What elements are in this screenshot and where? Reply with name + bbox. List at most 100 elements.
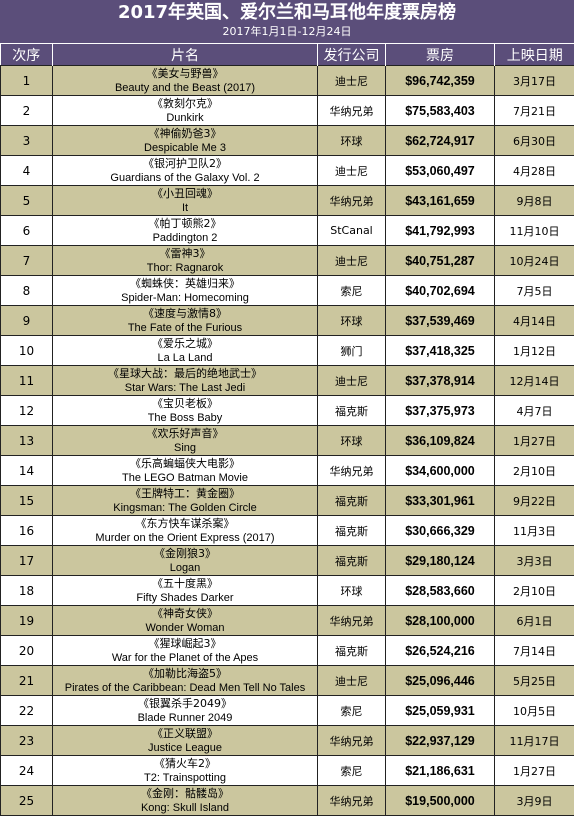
film-title-english: Blade Runner 2049 bbox=[137, 711, 233, 724]
film-title-chinese: 《猩球崛起3》 bbox=[148, 636, 222, 650]
distributor-cell: 福克斯 bbox=[317, 545, 386, 576]
release-date-cell: 9月8日 bbox=[494, 185, 574, 216]
rank-cell: 9 bbox=[0, 305, 53, 336]
table-body: 1 《美女与野兽》 Beauty and the Beast (2017) 迪士尼 $9… bbox=[0, 65, 574, 816]
release-date-cell: 4月14日 bbox=[494, 305, 574, 336]
release-date-cell: 11月17日 bbox=[494, 725, 574, 756]
film-title-chinese: 《神偷奶爸3》 bbox=[148, 126, 222, 140]
gross-cell: $53,060,497 bbox=[385, 155, 495, 186]
film-title-english: Kingsman: The Golden Circle bbox=[113, 501, 257, 514]
distributor-cell: 福克斯 bbox=[317, 485, 386, 516]
rank-cell: 13 bbox=[0, 425, 53, 456]
distributor-cell: StCanal bbox=[317, 215, 386, 246]
table-row: 13 《欢乐好声音》 Sing 环球 $36,109,824 1月27日 bbox=[0, 425, 574, 456]
film-title-english: Pirates of the Caribbean: Dead Men Tell … bbox=[64, 681, 306, 694]
film-cell: 《猩球崛起3》 War for the Planet of the Apes bbox=[52, 635, 318, 666]
film-cell: 《速度与激情8》 The Fate of the Furious bbox=[52, 305, 318, 336]
film-title-chinese: 《小丑回魂》 bbox=[152, 186, 218, 200]
gross-cell: $28,100,000 bbox=[385, 605, 495, 636]
film-title-english: Guardians of the Galaxy Vol. 2 bbox=[110, 171, 260, 184]
release-date-cell: 2月10日 bbox=[494, 575, 574, 606]
table-row: 24 《猜火车2》 T2: Trainspotting 索尼 $21,186,631 1月… bbox=[0, 755, 574, 786]
release-date-cell: 4月7日 bbox=[494, 395, 574, 426]
release-date-cell: 3月9日 bbox=[494, 785, 574, 816]
rank-cell: 19 bbox=[0, 605, 53, 636]
release-date-cell: 5月25日 bbox=[494, 665, 574, 696]
film-title-chinese: 《星球大战：最后的绝地武士》 bbox=[108, 366, 262, 380]
film-cell: 《欢乐好声音》 Sing bbox=[52, 425, 318, 456]
distributor-cell: 华纳兄弟 bbox=[317, 605, 386, 636]
gross-cell: $26,524,216 bbox=[385, 635, 495, 666]
table-row: 7 《雷神3》 Thor: Ragnarok 迪士尼 $40,751,287 10月24日 bbox=[0, 245, 574, 276]
distributor-cell: 环球 bbox=[317, 575, 386, 606]
gross-cell: $36,109,824 bbox=[385, 425, 495, 456]
distributor-cell: 华纳兄弟 bbox=[317, 725, 386, 756]
distributor-cell: 环球 bbox=[317, 305, 386, 336]
film-cell: 《帕丁顿熊2》 Paddington 2 bbox=[52, 215, 318, 246]
rank-cell: 15 bbox=[0, 485, 53, 516]
release-date-cell: 6月30日 bbox=[494, 125, 574, 156]
rank-cell: 24 bbox=[0, 755, 53, 786]
header-gross: 票房 bbox=[385, 43, 495, 66]
release-date-cell: 7月14日 bbox=[494, 635, 574, 666]
rank-cell: 12 bbox=[0, 395, 53, 426]
distributor-cell: 索尼 bbox=[317, 695, 386, 726]
film-title-english: Kong: Skull Island bbox=[140, 801, 230, 814]
film-cell: 《东方快车谋杀案》 Murder on the Orient Express (2… bbox=[52, 515, 318, 546]
gross-cell: $96,742,359 bbox=[385, 65, 495, 96]
film-title-chinese: 《猜火车2》 bbox=[154, 756, 216, 770]
rank-cell: 4 bbox=[0, 155, 53, 186]
release-date-cell: 12月14日 bbox=[494, 365, 574, 396]
film-cell: 《雷神3》 Thor: Ragnarok bbox=[52, 245, 318, 276]
film-title-english: Murder on the Orient Express (2017) bbox=[95, 531, 275, 544]
rank-cell: 22 bbox=[0, 695, 53, 726]
header-release-date: 上映日期 bbox=[494, 43, 574, 66]
title-block: 2017年英国、爱尔兰和马耳他年度票房榜 2017年1月1日-12月24日 bbox=[0, 0, 574, 43]
gross-cell: $75,583,403 bbox=[385, 95, 495, 126]
release-date-cell: 7月5日 bbox=[494, 275, 574, 306]
film-cell: 《神偷奶爸3》 Despicable Me 3 bbox=[52, 125, 318, 156]
distributor-cell: 环球 bbox=[317, 425, 386, 456]
rank-cell: 21 bbox=[0, 665, 53, 696]
film-title-english: Dunkirk bbox=[166, 111, 204, 124]
gross-cell: $34,600,000 bbox=[385, 455, 495, 486]
release-date-cell: 11月3日 bbox=[494, 515, 574, 546]
table-row: 12 《宝贝老板》 The Boss Baby 福克斯 $37,375,973 4月7日 bbox=[0, 395, 574, 426]
distributor-cell: 迪士尼 bbox=[317, 365, 386, 396]
rank-cell: 5 bbox=[0, 185, 53, 216]
ranking-table: 次序 片名 发行公司 票房 上映日期 1 《美女与野兽》 Beauty and th… bbox=[0, 43, 574, 816]
film-cell: 《神奇女侠》 Wonder Woman bbox=[52, 605, 318, 636]
film-cell: 《金刚狼3》 Logan bbox=[52, 545, 318, 576]
film-cell: 《五十度黑》 Fifty Shades Darker bbox=[52, 575, 318, 606]
film-cell: 《银河护卫队2》 Guardians of the Galaxy Vol. 2 bbox=[52, 155, 318, 186]
film-title-english: Sing bbox=[173, 441, 197, 454]
film-title-english: Thor: Ragnarok bbox=[146, 261, 224, 274]
distributor-cell: 迪士尼 bbox=[317, 245, 386, 276]
gross-cell: $40,702,694 bbox=[385, 275, 495, 306]
table-row: 3 《神偷奶爸3》 Despicable Me 3 环球 $62,724,917 6月30… bbox=[0, 125, 574, 156]
table-row: 1 《美女与野兽》 Beauty and the Beast (2017) 迪士尼 $9… bbox=[0, 65, 574, 96]
release-date-cell: 2月10日 bbox=[494, 455, 574, 486]
rank-cell: 18 bbox=[0, 575, 53, 606]
film-title-english: The Fate of the Furious bbox=[127, 321, 243, 334]
gross-cell: $37,375,973 bbox=[385, 395, 495, 426]
table-row: 25 《金刚：骷髅岛》 Kong: Skull Island 华纳兄弟 $19,500,… bbox=[0, 785, 574, 816]
table-row: 20 《猩球崛起3》 War for the Planet of the Apes 福… bbox=[0, 635, 574, 666]
table-row: 15 《王牌特工：黄金圈》 Kingsman: The Golden Circle 福… bbox=[0, 485, 574, 516]
film-title-chinese: 《蜘蛛侠：英雄归来》 bbox=[130, 276, 240, 290]
film-cell: 《正义联盟》 Justice League bbox=[52, 725, 318, 756]
rank-cell: 16 bbox=[0, 515, 53, 546]
rank-cell: 14 bbox=[0, 455, 53, 486]
film-cell: 《敦刻尔克》 Dunkirk bbox=[52, 95, 318, 126]
film-title-chinese: 《雷神3》 bbox=[159, 246, 211, 260]
distributor-cell: 迪士尼 bbox=[317, 155, 386, 186]
gross-cell: $29,180,124 bbox=[385, 545, 495, 576]
rank-cell: 7 bbox=[0, 245, 53, 276]
film-title-english: Wonder Woman bbox=[145, 621, 225, 634]
release-date-cell: 1月12日 bbox=[494, 335, 574, 366]
film-title-chinese: 《五十度黑》 bbox=[152, 576, 218, 590]
gross-cell: $37,418,325 bbox=[385, 335, 495, 366]
film-title-chinese: 《正义联盟》 bbox=[152, 726, 218, 740]
distributor-cell: 索尼 bbox=[317, 755, 386, 786]
